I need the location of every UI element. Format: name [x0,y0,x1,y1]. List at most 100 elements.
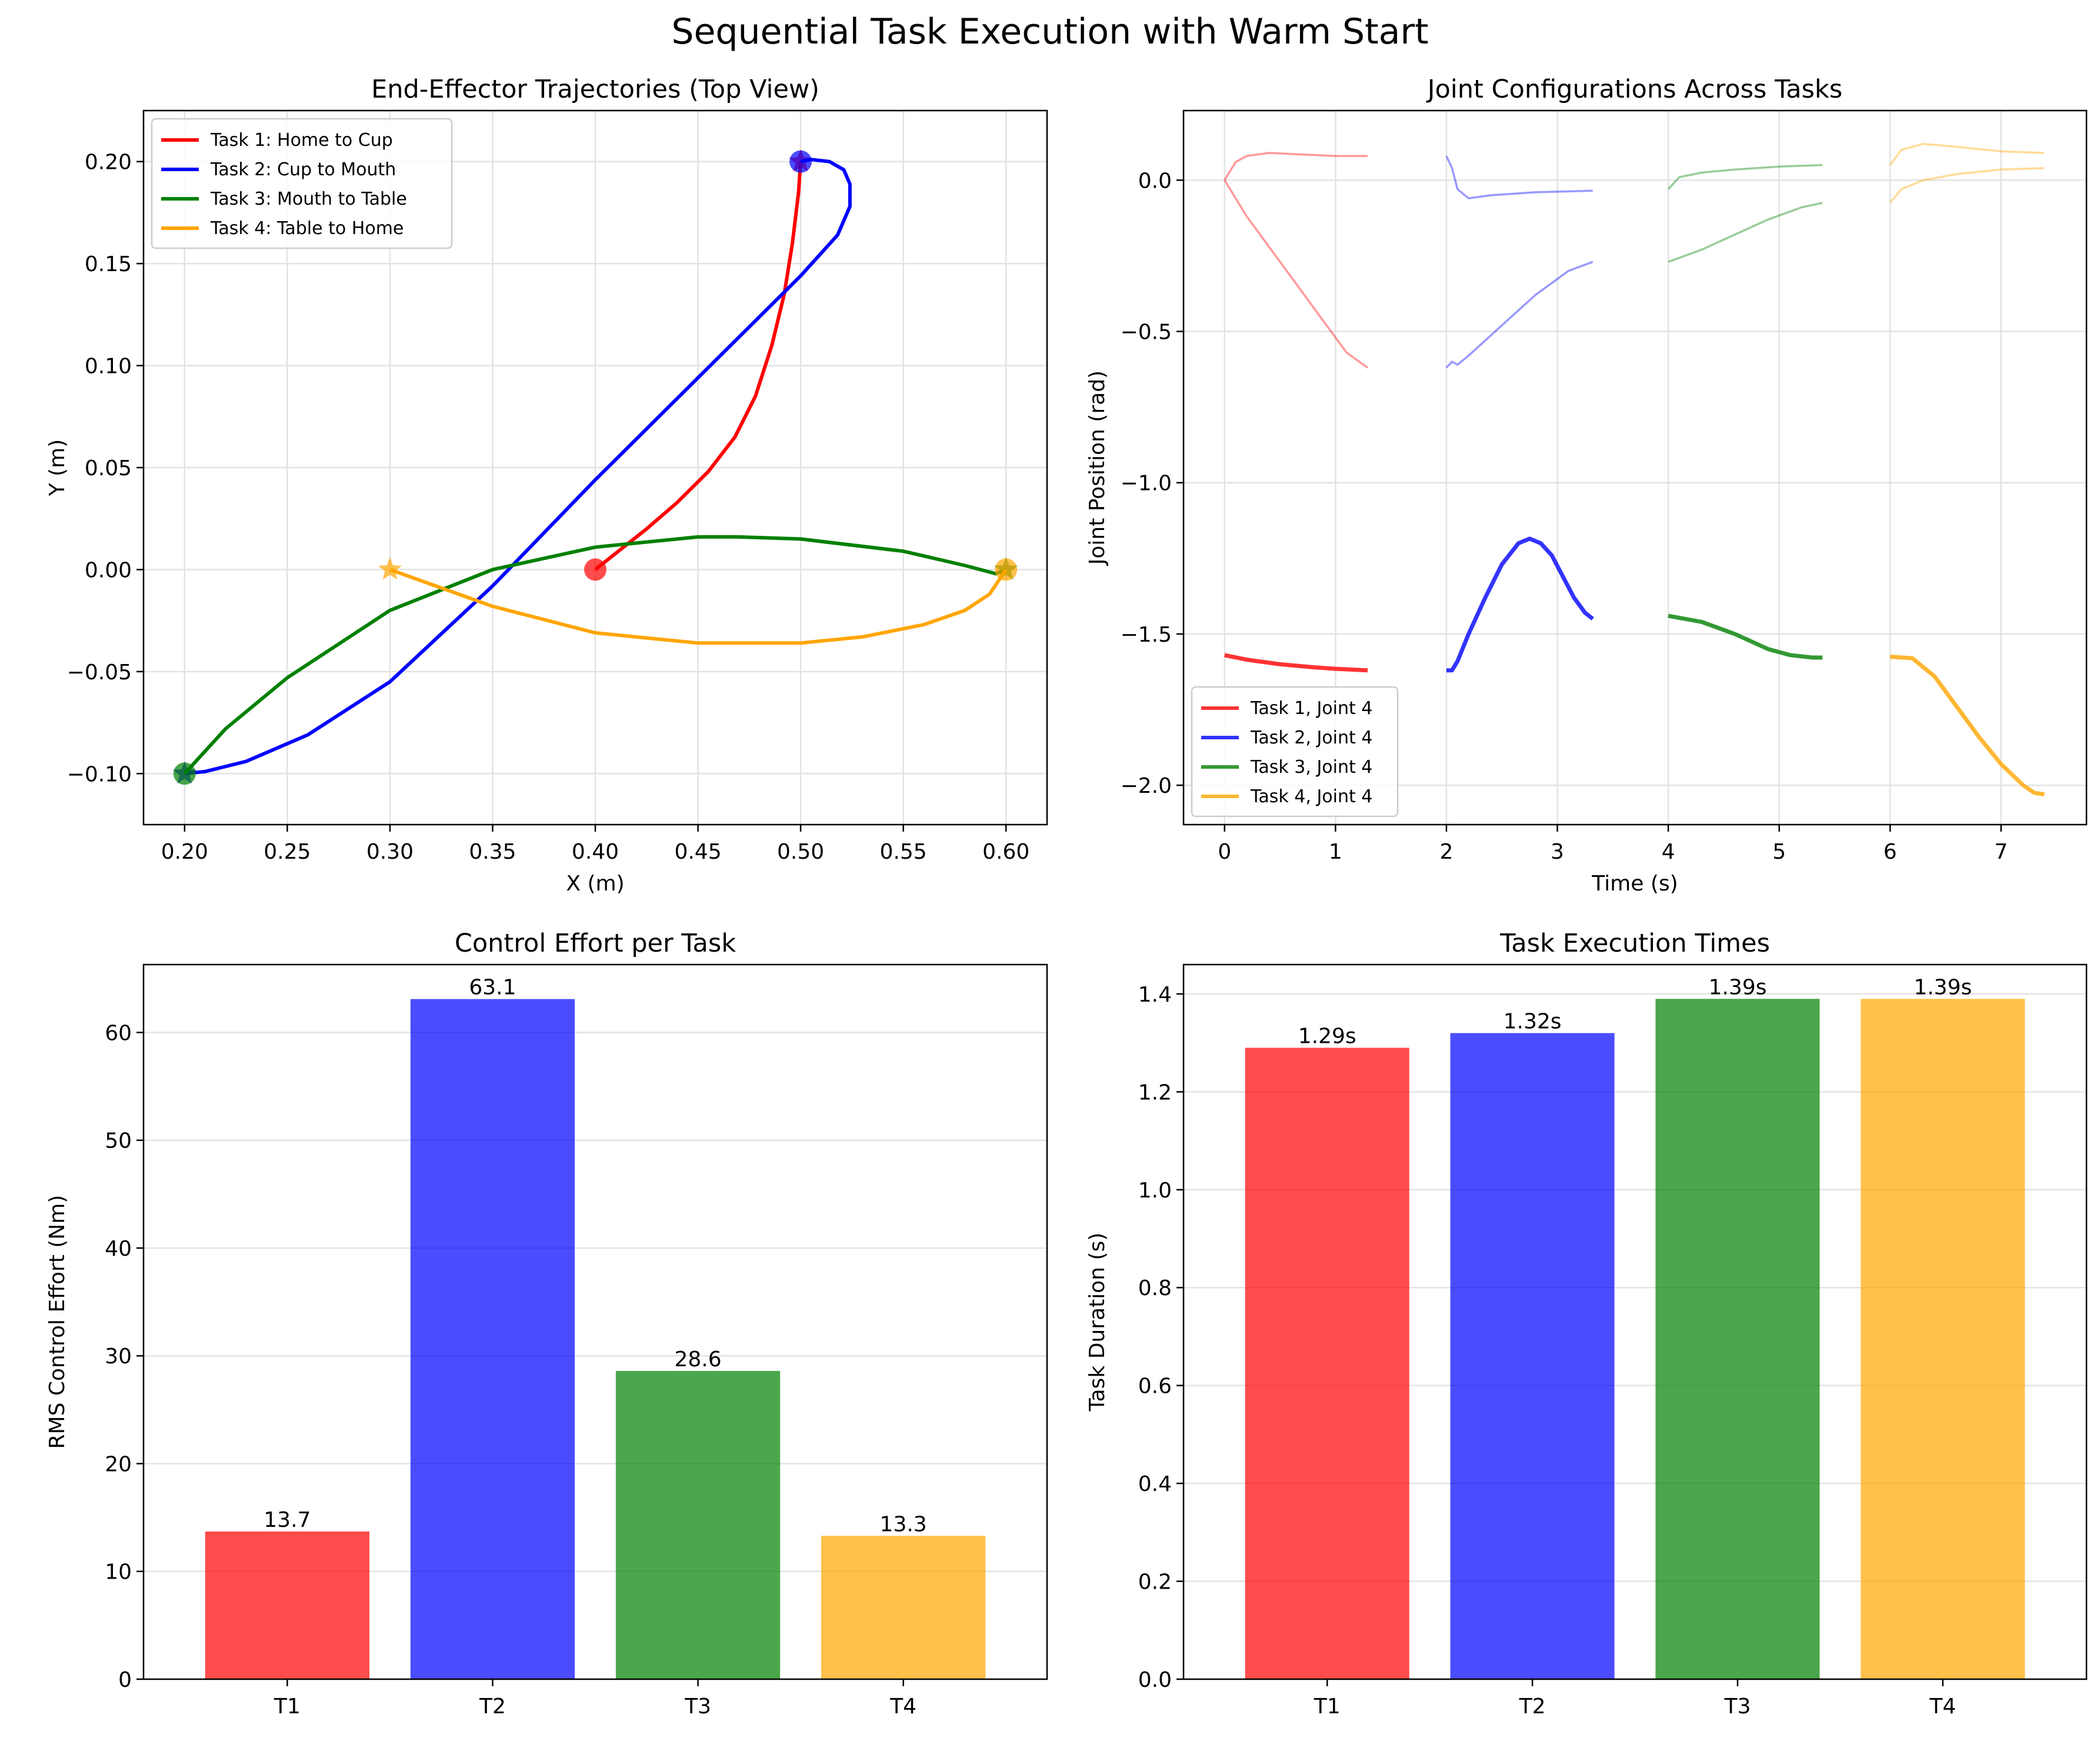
legend-box [1191,686,1399,818]
bar-value-label: 1.29s [1298,1024,1356,1048]
x-tick-label: T3 [684,1694,711,1719]
series-line-1 [1224,653,1368,673]
y-tick-label: 0.6 [1138,1375,1172,1399]
bar-value-label: 1.39s [1708,975,1766,999]
x-axis-label: X (m) [566,872,624,896]
chart-trajectories: End-Effector Trajectories (Top View) −0.1… [45,75,1048,896]
x-tick-label: T1 [1314,1694,1341,1719]
faint-joint-line [1668,202,1823,263]
legend-label: Task 4: Table to Home [210,218,404,239]
y-tick-label: −0.05 [67,660,132,685]
legend-label: Task 1, Joint 4 [1250,698,1372,719]
x-tick-label: 0.60 [982,840,1029,864]
y-tick-label: 0.20 [85,151,132,175]
plot-frame [142,963,1048,1680]
plot-frame [1182,963,2088,1680]
bar-value-label: 28.6 [674,1347,721,1372]
chart-control-effort: Control Effort per Task 0 10 20 30 40 50 60 13.7… [45,929,1048,1719]
x-tick-label: 0 [1218,840,1231,864]
start-marker [789,150,812,173]
y-tick-label: −2.0 [1121,774,1172,798]
bar-t1 [205,1531,369,1679]
y-tick-label: 1.4 [1138,983,1172,1007]
x-tick-label: 5 [1772,840,1786,864]
x-tick-label: 0.20 [161,840,208,864]
y-tick-label: 0.05 [85,456,132,481]
faint-joint-line [1445,261,1594,369]
x-tick-label: 2 [1439,840,1453,864]
x-tick-label: 0.45 [674,840,721,864]
bar-t4 [821,1536,986,1679]
faint-joint-line [1889,166,2045,204]
legend-label: Task 2: Cup to Mouth [210,159,396,180]
bar-value-label: 13.3 [880,1512,927,1536]
x-axis-label: Time (s) [1591,872,1678,896]
bar-value-label: 1.32s [1504,1010,1562,1034]
y-tick-label: 0.4 [1138,1472,1172,1496]
y-tick-label: −0.10 [67,762,132,786]
bar-t3 [1655,999,1820,1679]
y-tick-label: −0.5 [1121,321,1172,345]
chart-title: End-Effector Trajectories (Top View) [371,75,819,104]
end-marker [378,557,402,580]
y-axis-label: Task Duration (s) [1085,1233,1109,1412]
y-tick-label: 50 [105,1129,132,1153]
y-tick-label: −1.0 [1121,472,1172,496]
x-tick-label: T4 [1929,1694,1956,1719]
y-tick-label: 0.0 [1138,1668,1172,1692]
chart-title: Joint Configurations Across Tasks [1426,75,1842,104]
series-line-4 [389,568,1008,645]
chart-title: Control Effort per Task [455,929,736,958]
y-tick-label: 0.0 [1138,169,1172,193]
series-line-3 [1668,613,1823,660]
legend-label: Task 2, Joint 4 [1250,728,1372,748]
x-tick-label: 1 [1329,840,1342,864]
x-tick-label: 3 [1551,840,1564,864]
chart-joint-configurations: Joint Configurations Across Tasks −2.0 −1.… [1085,75,2088,896]
x-tick-label: 7 [1994,840,2008,864]
series-line-2 [1446,536,1594,673]
chart-execution-times: Task Execution Times 0.0 0.2 0.4 0.6 0.8 1.0 1.… [1085,929,2088,1719]
y-tick-label: 0.8 [1138,1276,1172,1300]
x-tick-label: T2 [1519,1694,1546,1719]
start-marker [995,558,1018,581]
y-axis-label: RMS Control Effort (Nm) [45,1195,69,1449]
bar-value-label: 63.1 [469,976,516,1000]
faint-joint-line [1445,155,1593,199]
y-tick-label: 0.10 [85,355,132,379]
y-tick-label: 20 [105,1452,132,1476]
series-line-3 [183,535,1007,775]
x-tick-label: 0.40 [572,840,619,864]
x-tick-label: 0.50 [777,840,824,864]
y-axis-label: Joint Position (rad) [1085,371,1109,566]
bar-t2 [410,999,575,1679]
y-tick-label: 1.2 [1138,1080,1172,1105]
bar-t2 [1450,1033,1615,1679]
x-tick-label: T2 [479,1694,506,1719]
legend-box [151,118,453,249]
y-tick-label: 40 [105,1237,132,1261]
y-tick-label: 30 [105,1345,132,1369]
chart-title: Task Execution Times [1499,929,1770,958]
legend-label: Task 3, Joint 4 [1250,757,1372,778]
x-tick-label: 0.30 [366,840,414,864]
legend-label: Task 3: Mouth to Table [210,189,407,209]
start-marker [584,558,606,581]
legend-label: Task 1: Home to Cup [210,130,393,151]
legend-label: Task 4, Joint 4 [1250,786,1372,807]
y-tick-label: 0.2 [1138,1570,1172,1594]
x-tick-label: T1 [274,1694,301,1719]
series-line-4 [1889,655,2045,797]
x-tick-label: 4 [1662,840,1675,864]
figure-title: Sequential Task Execution with Warm Star… [671,11,1428,52]
series-line-1 [594,161,803,571]
bar-t4 [1861,999,2025,1679]
bar-value-label: 13.7 [264,1508,311,1532]
faint-joint-line [1224,152,1368,181]
y-tick-label: 60 [105,1021,132,1045]
plot-frame [142,109,1048,826]
y-tick-label: 0.00 [85,558,132,582]
bar-value-label: 1.39s [1914,975,1972,999]
plot-frame [1182,109,2088,826]
